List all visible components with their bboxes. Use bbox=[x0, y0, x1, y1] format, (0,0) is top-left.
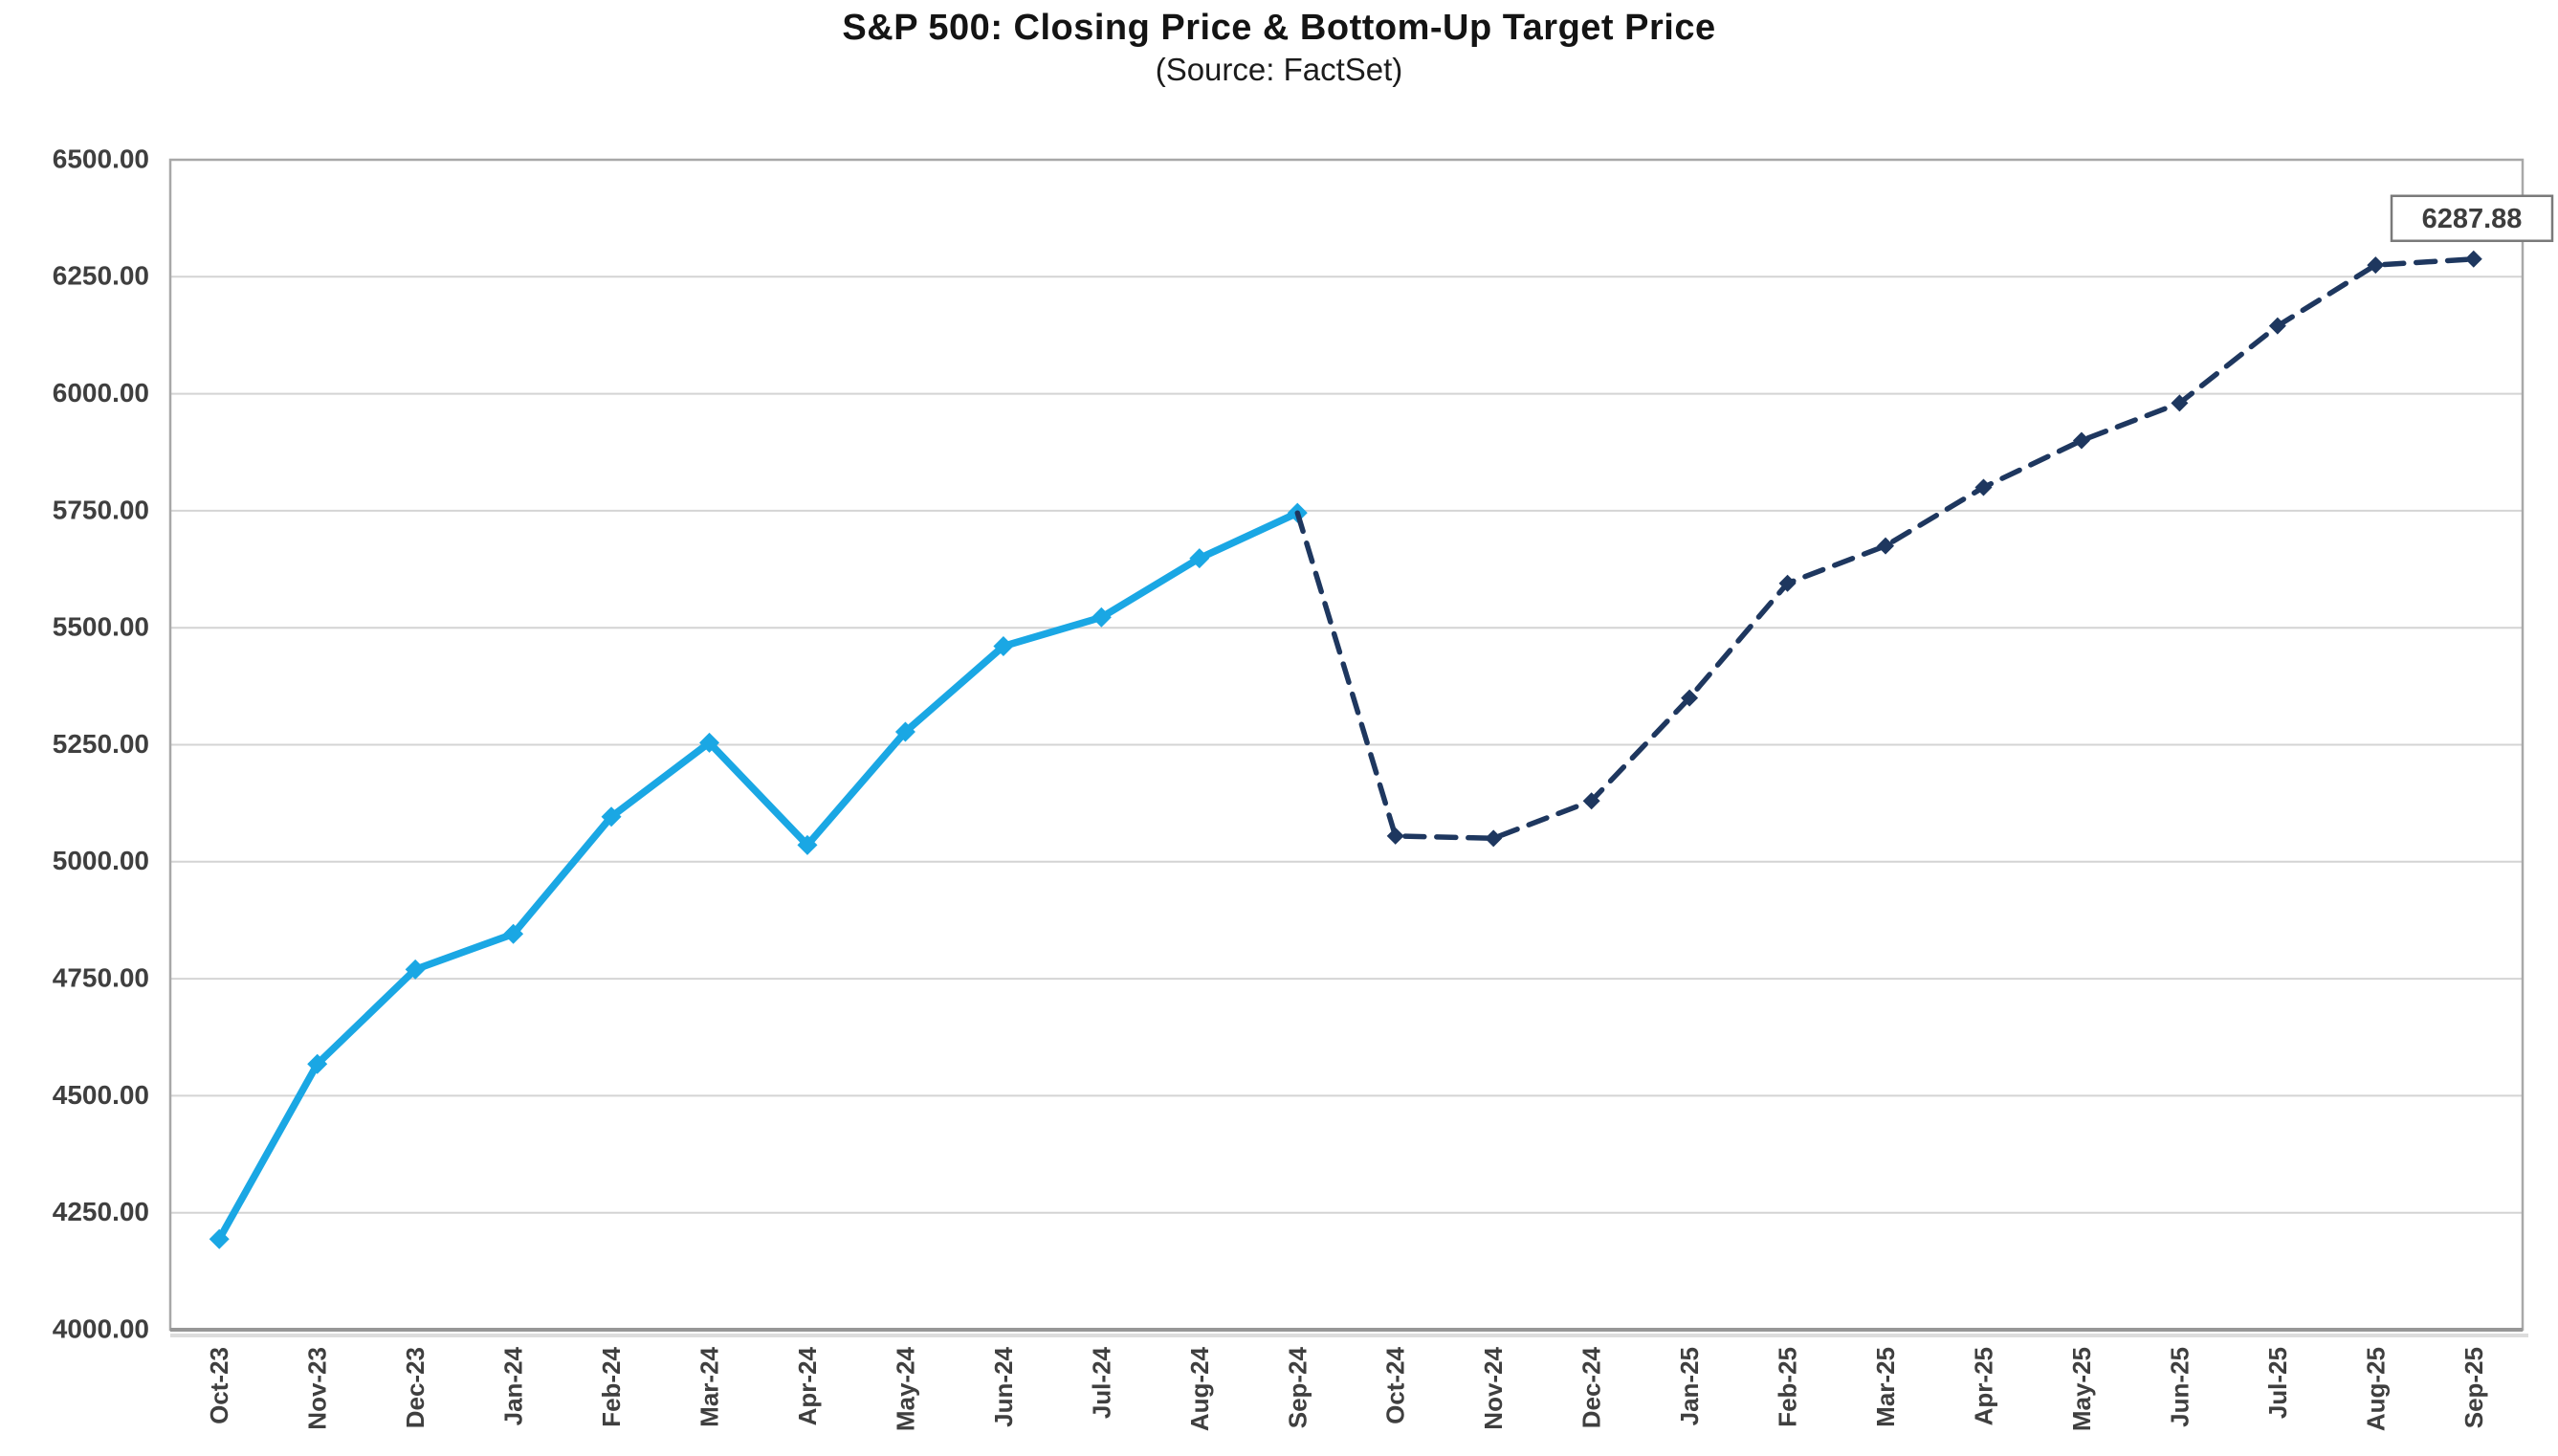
x-tick-label: Nov-24 bbox=[1479, 1346, 1508, 1429]
x-tick-label: Dec-24 bbox=[1577, 1346, 1606, 1428]
x-tick-label: Mar-24 bbox=[695, 1346, 724, 1426]
target-price-marker bbox=[2072, 431, 2090, 450]
closing-price-marker bbox=[405, 959, 426, 980]
x-tick-label: Apr-25 bbox=[1969, 1347, 1997, 1425]
x-tick-label: Aug-24 bbox=[1185, 1346, 1214, 1431]
chart-subtitle: (Source: FactSet) bbox=[1155, 52, 1403, 87]
y-tick-label: 4000.00 bbox=[53, 1313, 149, 1343]
x-tick-label: Jul-25 bbox=[2263, 1347, 2292, 1419]
target-price-marker bbox=[2268, 317, 2286, 335]
target-price-marker bbox=[1974, 478, 1993, 496]
target-price-marker bbox=[1485, 829, 1503, 848]
closing-price-marker bbox=[993, 636, 1014, 657]
y-tick-label: 5500.00 bbox=[53, 612, 149, 642]
y-tick-label: 6250.00 bbox=[53, 261, 149, 291]
x-tick-label: May-24 bbox=[891, 1346, 919, 1431]
closing-price-line bbox=[215, 509, 1302, 1243]
y-tick-label: 4750.00 bbox=[53, 962, 149, 992]
closing-price-marker bbox=[307, 1053, 328, 1074]
x-tick-label: Oct-24 bbox=[1381, 1346, 1410, 1423]
y-tick-label: 4250.00 bbox=[53, 1197, 149, 1226]
target-price-marker bbox=[2367, 256, 2385, 275]
x-tick-label: Jun-25 bbox=[2165, 1347, 2194, 1427]
target-price-label-box bbox=[2390, 194, 2554, 243]
x-tick-label: Sep-24 bbox=[1283, 1346, 1312, 1428]
x-tick-label: Dec-23 bbox=[401, 1347, 430, 1428]
y-tick-label: 6500.00 bbox=[53, 143, 149, 173]
closing-price-marker bbox=[601, 806, 622, 827]
y-tick-label: 5000.00 bbox=[53, 846, 149, 875]
closing-price-marker bbox=[699, 732, 720, 753]
y-tick-label: 4500.00 bbox=[53, 1080, 149, 1110]
x-tick-label: Feb-25 bbox=[1774, 1347, 1802, 1427]
chart-title: S&P 500: Closing Price & Bottom-Up Targe… bbox=[842, 8, 1716, 48]
target-price-marker bbox=[2171, 394, 2189, 412]
y-tick-label: 6000.00 bbox=[53, 378, 149, 408]
target-price-label: 6287.88 bbox=[2422, 204, 2523, 234]
target-price-marker bbox=[1681, 689, 1699, 707]
x-tick-label: Sep-25 bbox=[2459, 1347, 2488, 1428]
target-price-marker bbox=[1582, 792, 1600, 810]
target-price-marker bbox=[1778, 574, 1797, 592]
y-tick-label: 5250.00 bbox=[53, 729, 149, 759]
x-tick-label: Jun-24 bbox=[989, 1346, 1018, 1426]
x-tick-label: May-25 bbox=[2067, 1347, 2096, 1431]
x-tick-label: Mar-25 bbox=[1871, 1347, 1900, 1427]
x-tick-label: Apr-24 bbox=[793, 1346, 822, 1425]
target-price-marker bbox=[1877, 537, 1895, 555]
x-tick-label: Jul-24 bbox=[1087, 1346, 1115, 1419]
closing-price-marker bbox=[503, 923, 524, 944]
closing-price-marker bbox=[1091, 607, 1112, 628]
x-tick-label: Aug-25 bbox=[2361, 1347, 2390, 1431]
closing-price-marker bbox=[894, 721, 915, 742]
x-tick-label: Nov-23 bbox=[303, 1347, 332, 1430]
closing-price-marker bbox=[209, 1228, 230, 1249]
target-price-marker bbox=[2464, 250, 2482, 268]
target-price-marker bbox=[1386, 827, 1404, 845]
closing-price-marker bbox=[1189, 548, 1210, 569]
y-tick-label: 5750.00 bbox=[53, 495, 149, 524]
x-tick-label: Oct-23 bbox=[205, 1347, 233, 1424]
x-tick-label: Feb-24 bbox=[597, 1346, 626, 1426]
x-tick-label: Jan-24 bbox=[499, 1346, 528, 1425]
closing-price-marker bbox=[797, 834, 818, 855]
x-tick-label: Jan-25 bbox=[1675, 1347, 1704, 1425]
